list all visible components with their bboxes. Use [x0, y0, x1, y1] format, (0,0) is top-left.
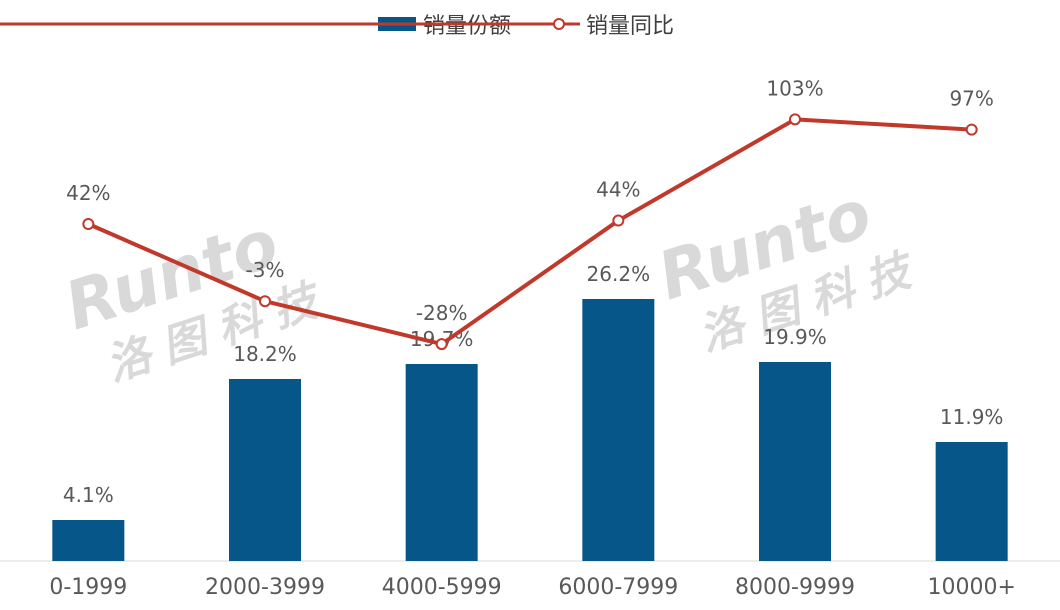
- x-tick-label: 6000-7999: [558, 575, 678, 600]
- legend-line-marker: [553, 18, 565, 30]
- yoy-point-4000-5999: [435, 338, 448, 351]
- bar-2000-3999: [229, 379, 301, 561]
- yoy-point-10000+: [965, 123, 978, 136]
- line-data-labels: 42% -3% -28% 44% 103% 97%: [66, 76, 994, 325]
- bar-8000-9999: [759, 362, 831, 561]
- yoy-point-0-1999: [82, 217, 95, 230]
- yoy-point-6000-7999: [612, 214, 625, 227]
- bar-6000-7999: [582, 299, 655, 561]
- yoy-point-2000-3999: [259, 295, 271, 308]
- bar-0-1999: [52, 520, 125, 561]
- bar-series: [52, 299, 1008, 561]
- x-tick-label: 2000-3999: [205, 575, 325, 600]
- line-data-label: 44%: [596, 178, 640, 202]
- bar-data-label: 26.2%: [587, 262, 651, 286]
- line-data-label: 103%: [766, 76, 823, 100]
- bar-data-label: 18.2%: [233, 342, 297, 366]
- bar-4000-5999: [405, 364, 478, 561]
- line-series: [82, 113, 978, 351]
- x-tick-label: 10000+: [927, 575, 1015, 600]
- yoy-line: [87, 117, 972, 347]
- legend: 销量份额 销量同比: [0, 14, 674, 39]
- bar-data-label: 4.1%: [63, 483, 114, 507]
- x-tick-label: 4000-5999: [382, 575, 502, 600]
- bar-data-label: 11.9%: [940, 405, 1004, 429]
- bar-data-label: 19.9%: [763, 325, 827, 349]
- line-data-label: -3%: [246, 258, 285, 282]
- watermark-left: Runto 洛图科技: [56, 205, 336, 392]
- legend-bar-label: 销量份额: [423, 14, 511, 39]
- legend-line-label: 销量同比: [586, 14, 674, 39]
- line-data-label: 97%: [949, 87, 993, 111]
- bar-10000+: [935, 442, 1008, 561]
- x-tick-label: 0-1999: [49, 575, 127, 600]
- x-tick-label: 8000-9999: [735, 575, 855, 600]
- yoy-point-8000-9999: [789, 113, 801, 126]
- line-data-label: 42%: [66, 181, 110, 205]
- line-data-label: -28%: [416, 301, 468, 325]
- x-axis-tick-labels: 0-1999 2000-3999 4000-5999 6000-7999 8000-99…: [49, 575, 1016, 600]
